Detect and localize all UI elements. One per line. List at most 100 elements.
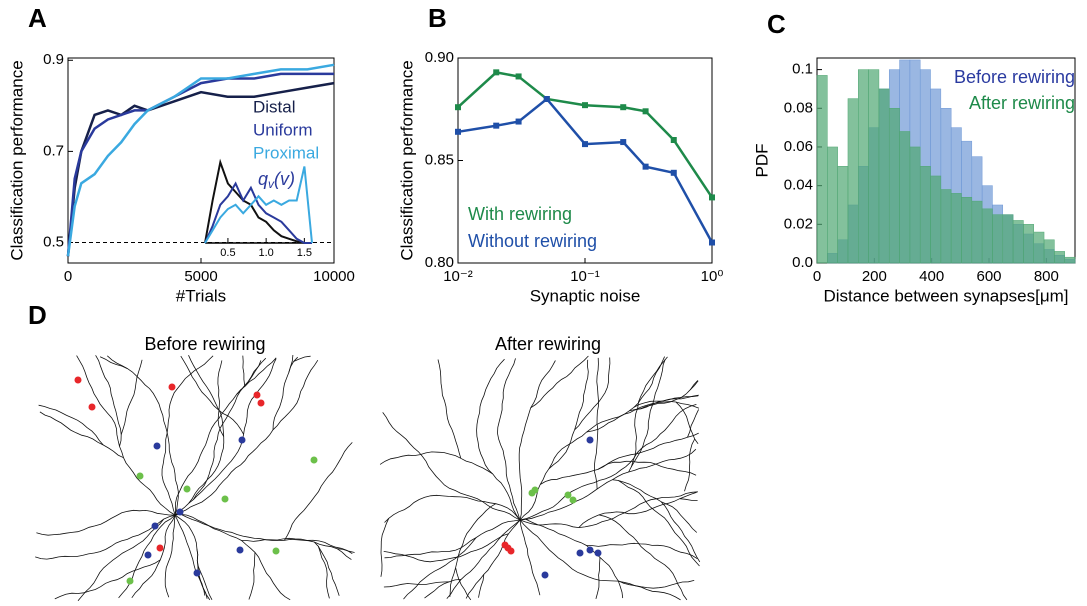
marker [543, 96, 550, 102]
dendrite [161, 355, 214, 516]
y-tick-label: 0.06 [784, 138, 813, 155]
dendrite [687, 409, 699, 438]
dendrite [476, 358, 521, 521]
dendrite [180, 514, 291, 601]
dendrite [684, 438, 696, 492]
marker [582, 141, 588, 148]
dendrite [120, 359, 143, 435]
marker [709, 194, 715, 201]
histogram-bar [940, 189, 952, 264]
histogram-bar [868, 69, 880, 264]
legend-entry: Proximal [253, 143, 319, 162]
marker [709, 239, 715, 246]
dendrite [548, 359, 589, 470]
y-axis-label: Classification performance [397, 60, 416, 260]
dendrite [424, 579, 462, 599]
dendrite [530, 355, 589, 409]
panel-label: C [767, 9, 786, 39]
dendrite [380, 540, 383, 577]
x-axis-label: #Trials [176, 286, 226, 305]
synapse-dot [144, 551, 152, 559]
histogram-bar [950, 193, 962, 264]
dendrite [174, 514, 208, 599]
dendrite [403, 537, 477, 600]
synapse-dot [151, 522, 159, 530]
dendrite [519, 404, 697, 521]
x-tick-label: 0 [813, 268, 821, 285]
synapse-dot [253, 391, 261, 399]
marker [455, 104, 461, 111]
dendrite [574, 357, 611, 431]
dendrite [164, 514, 176, 598]
histogram-bar [1054, 251, 1065, 264]
histogram-bar [1064, 256, 1076, 264]
y-tick-label: 0.85 [425, 151, 454, 168]
x-tick-label: 5000 [184, 268, 217, 285]
y-axis-label: PDF [752, 144, 771, 178]
histogram-bar [909, 146, 921, 264]
marker [642, 108, 649, 115]
synapse-dot [153, 442, 161, 450]
dendrite [272, 356, 298, 430]
dendrite [54, 559, 161, 600]
histogram-bar [858, 69, 869, 264]
dendrite [497, 358, 521, 521]
marker [670, 137, 677, 143]
synapse-dot [236, 546, 244, 554]
dendrite [284, 442, 353, 541]
dendrite [518, 360, 556, 521]
marker [455, 128, 461, 135]
dendrite [95, 355, 122, 447]
x-tick-label: 10⁰ [701, 268, 724, 285]
dendrite [612, 479, 698, 533]
line [204, 158, 312, 244]
line [204, 166, 313, 244]
marker [642, 163, 649, 170]
dendrite [478, 574, 485, 598]
y-tick-label: 0.04 [784, 177, 813, 194]
dendrite [76, 355, 176, 516]
synapse-dot [88, 403, 96, 411]
legend-entry: After rewiring [969, 93, 1075, 113]
synapse-dot [193, 569, 201, 577]
dendrite [597, 460, 697, 476]
x-tick-label: 400 [919, 268, 944, 285]
dendrite [380, 518, 390, 542]
legend-entry: Uniform [253, 120, 313, 139]
synapse-dot [74, 376, 82, 384]
histogram-bar [1012, 220, 1024, 264]
synapse-dot [272, 547, 280, 555]
marker [493, 122, 500, 129]
dendrite [174, 359, 319, 516]
x-tick-label: 200 [862, 268, 887, 285]
dendrite [384, 519, 521, 559]
synapse-dot [221, 495, 229, 503]
legend-entry: Without rewiring [468, 231, 597, 251]
x-tick-label: 1.0 [258, 247, 273, 259]
dendrite [174, 355, 225, 516]
histogram-bar [930, 175, 942, 264]
dendrite [660, 501, 701, 563]
dendrite [525, 519, 624, 599]
chart: 0 200 400 600 800 0.0 0.02 0.04 0.06 0.08 0.1 Dista… [752, 57, 1076, 305]
histogram-bar [816, 75, 828, 264]
synapse-dot [257, 399, 265, 407]
legend-entry: Before rewiring [954, 67, 1075, 87]
synapse-dot [156, 544, 164, 552]
dendrite [384, 494, 521, 523]
dendrite [446, 519, 521, 599]
dendrite [77, 518, 165, 602]
dendrite [38, 404, 104, 446]
x-axis-label: Distance between synapses[μm] [823, 286, 1068, 305]
histogram-bar [961, 196, 973, 264]
dendrite [519, 519, 681, 601]
histogram-bar [919, 166, 931, 264]
dendrite [631, 358, 666, 467]
y-tick-label: 0.7 [43, 142, 64, 159]
synapse-dot [310, 456, 318, 464]
histogram-bar [1043, 239, 1055, 264]
y-tick-label: 0.5 [43, 233, 64, 250]
synapse-dot [238, 436, 246, 444]
dendrite [242, 355, 246, 386]
synapse-dot [576, 549, 584, 557]
